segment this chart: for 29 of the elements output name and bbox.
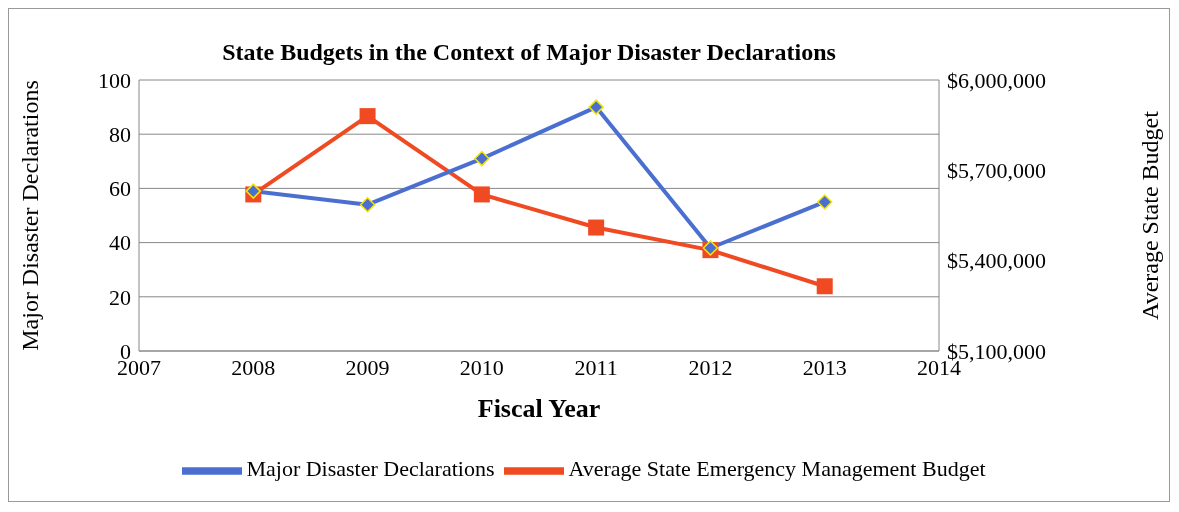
x-axis-title: Fiscal Year <box>477 394 601 423</box>
y-tick-label: 40 <box>109 230 131 256</box>
y-tick-label: 20 <box>109 284 131 310</box>
y-tick-label: 80 <box>109 122 131 148</box>
y-axis-title: Major Disaster Declarations <box>16 80 43 351</box>
x-tick-label: 2013 <box>802 354 847 380</box>
chart-title: State Budgets in the Context of Major Disaster Declarations <box>221 38 837 66</box>
x-tick-label: 2008 <box>231 354 276 380</box>
point <box>473 186 490 203</box>
point <box>474 150 490 167</box>
point <box>816 278 833 295</box>
point <box>359 108 376 125</box>
y2-tick-label: $6,000,000 <box>947 67 1046 93</box>
x-tick-label: 2012 <box>688 354 733 380</box>
y2-tick-label: $5,400,000 <box>947 248 1046 274</box>
legend-label: Major Disaster Declarations <box>246 456 495 482</box>
point <box>816 194 833 210</box>
x-tick-label: 2010 <box>459 354 504 380</box>
point <box>588 99 604 115</box>
x-tick-label: 2011 <box>574 354 618 380</box>
legend-label: Average State Emergency Management Budget <box>568 456 986 482</box>
point <box>359 196 376 213</box>
y-tick-label: 100 <box>98 67 131 93</box>
point <box>588 219 605 236</box>
x-tick-label: 2009 <box>345 354 390 380</box>
y2-tick-label: $5,700,000 <box>947 158 1046 184</box>
y2-axis-title: Average State Budget <box>1136 110 1163 320</box>
y-tick-label: 60 <box>109 176 131 202</box>
point <box>245 183 262 199</box>
